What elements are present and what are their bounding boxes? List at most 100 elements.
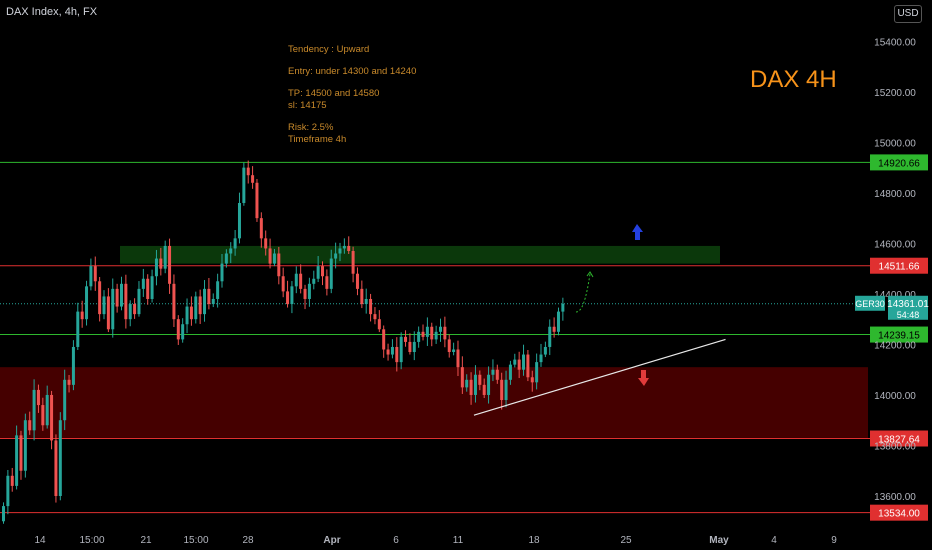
candle-body — [530, 377, 534, 383]
candle-body — [434, 331, 438, 340]
support-zone — [0, 367, 868, 438]
symbol-badge-label: GER30 — [855, 299, 885, 309]
level-price-badge — [870, 504, 928, 521]
candle-body — [111, 288, 115, 330]
y-axis-tick-label: 14600.00 — [874, 239, 916, 250]
candle-body — [98, 281, 102, 315]
candle-body — [207, 288, 211, 305]
candle-body — [404, 336, 408, 342]
up-arrow-icon — [632, 224, 643, 240]
candle-body — [329, 258, 333, 289]
candle-body — [421, 331, 425, 337]
candle-body — [194, 296, 198, 320]
candle-body — [198, 296, 202, 315]
candle-body — [299, 273, 303, 289]
candle-body — [382, 329, 386, 350]
x-axis-tick-label: 4 — [771, 535, 777, 546]
candle-body — [303, 288, 307, 299]
candle-body — [316, 266, 320, 279]
candle-body — [473, 374, 477, 395]
chart-title: DAX 4H — [750, 66, 837, 93]
candle-body — [6, 475, 10, 507]
candle-body — [168, 245, 172, 284]
candle-body — [469, 379, 473, 395]
current-price-label: 14361.01 — [887, 299, 929, 310]
candle-body — [28, 420, 32, 431]
candle-body — [45, 394, 49, 426]
candle-body — [334, 253, 338, 259]
candle-body — [251, 175, 255, 183]
y-axis-tick-label: 15400.00 — [874, 37, 916, 48]
candle-body — [133, 304, 137, 315]
candle-body — [286, 291, 290, 305]
candle-body — [281, 276, 285, 292]
candle-body — [390, 346, 394, 355]
x-axis-tick-label: 15:00 — [79, 535, 104, 546]
candle-body — [364, 298, 368, 305]
level-price-badge — [870, 326, 928, 343]
candle-body — [119, 283, 123, 307]
x-axis-tick-label: 9 — [831, 535, 837, 546]
candle-body — [517, 359, 521, 370]
candle-body — [176, 319, 180, 340]
candle-body — [556, 311, 560, 332]
candle-body — [504, 379, 508, 401]
candle-body — [552, 326, 556, 332]
candle-body — [338, 248, 342, 254]
currency-badge[interactable]: USD — [894, 5, 922, 23]
candle-body — [106, 296, 110, 330]
down-arrow-icon — [638, 370, 649, 386]
candle-body — [220, 263, 224, 282]
candle-body — [351, 250, 355, 274]
note-tp: TP: 14500 and 14580 — [288, 88, 380, 99]
candle-body — [85, 286, 89, 320]
candle-body — [408, 341, 412, 353]
y-axis-tick-label: 13800.00 — [874, 441, 916, 452]
level-price-badge — [870, 430, 928, 447]
candle-body — [312, 278, 316, 284]
candle-body — [15, 435, 19, 486]
y-axis-tick-label: 15000.00 — [874, 138, 916, 149]
candle-body — [141, 278, 145, 289]
candle-body — [229, 248, 233, 254]
candle-body — [513, 359, 517, 365]
candle-body — [452, 349, 456, 353]
candle-body — [54, 440, 58, 496]
candle-body — [36, 389, 40, 406]
candle-body — [548, 326, 552, 347]
y-axis-tick-label: 13600.00 — [874, 492, 916, 503]
symbol-badge — [855, 295, 885, 311]
candle-body — [495, 369, 499, 380]
candle-body — [154, 258, 158, 277]
candle-body — [211, 298, 215, 305]
candle-body — [386, 349, 390, 355]
candle-body — [137, 288, 141, 315]
symbol-title[interactable]: DAX Index, 4h, FX — [6, 6, 98, 18]
candle-body — [347, 245, 351, 251]
candle-body — [150, 276, 154, 299]
candle-body — [543, 346, 547, 355]
candle-body — [246, 167, 250, 176]
candle-body — [373, 314, 377, 320]
candle-body — [325, 276, 329, 289]
candle-body — [76, 311, 80, 347]
candle-body — [399, 336, 403, 363]
candle-body — [482, 384, 486, 395]
candle-body — [487, 374, 491, 395]
candle-body — [255, 182, 259, 219]
x-axis-tick-label: 11 — [453, 535, 464, 546]
x-axis-tick-label: 18 — [528, 535, 540, 546]
ascending-trendline — [473, 338, 726, 416]
candle-body — [58, 420, 62, 496]
candle-body — [321, 266, 325, 277]
candle-body — [443, 326, 447, 340]
x-axis-tick-label: 21 — [140, 535, 152, 546]
strategy-notes: Tendency : Upward Entry: under 14300 and… — [288, 44, 416, 146]
candle-body — [535, 362, 539, 383]
candle-body — [377, 319, 381, 330]
projection-arrowhead — [586, 271, 594, 278]
candle-body — [189, 306, 193, 320]
candle-body — [115, 288, 119, 307]
candle-body — [259, 218, 263, 239]
